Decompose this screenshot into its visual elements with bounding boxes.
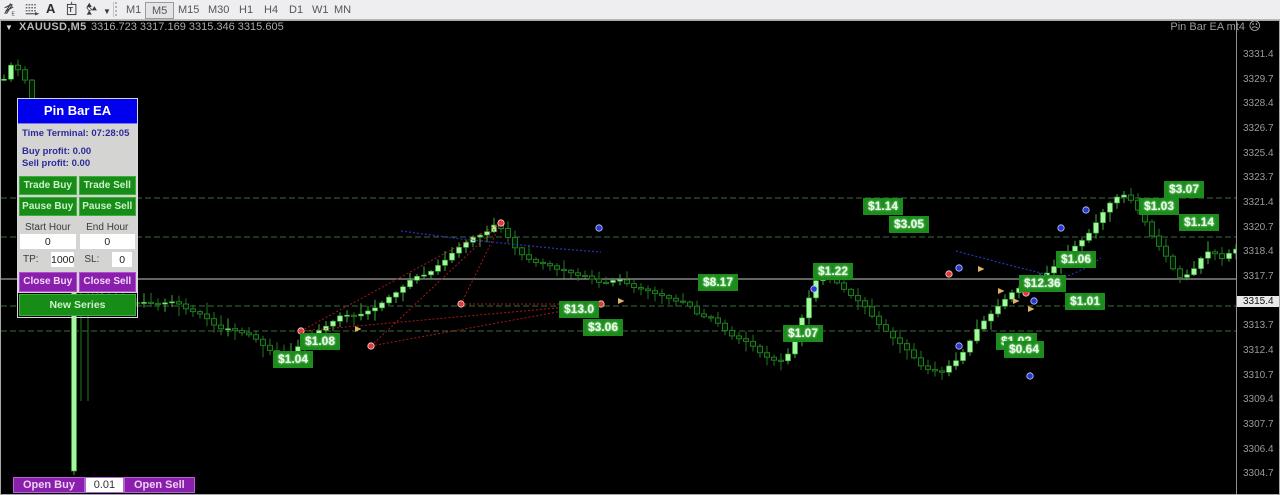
svg-text:E: E <box>11 11 15 17</box>
svg-text:T: T <box>68 5 73 14</box>
